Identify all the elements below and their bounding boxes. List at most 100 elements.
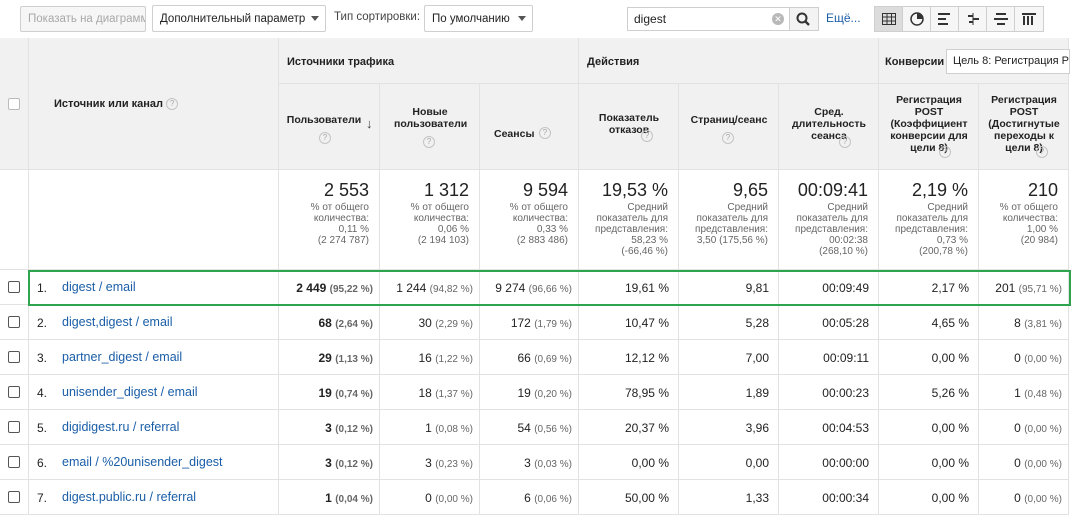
source-medium-link[interactable]: digest,digest / email <box>62 315 173 329</box>
help-icon[interactable]: ? <box>538 126 551 139</box>
source-medium-link[interactable]: unisender_digest / email <box>62 385 198 399</box>
total-completions: 210 % от общего количества: 1,00 % (20 984) <box>979 170 1069 270</box>
total-new-users-value: 1 312 <box>423 180 469 200</box>
advanced-filter-link[interactable]: Ещё... <box>826 11 861 25</box>
col-duration-header[interactable]: Сред. длительность сеанса ? <box>779 84 879 170</box>
view-comparison-button[interactable] <box>959 7 987 31</box>
view-pie-button[interactable] <box>903 7 931 31</box>
cell-new-users: 30 (2,29 %) <box>380 305 480 340</box>
cell-users: 3 (0,12 %) <box>279 445 380 480</box>
total-users-note: % от общего количества: 0,11 % (2 274 787) <box>310 202 369 246</box>
users-percent: (0,12 %) <box>335 459 373 470</box>
select-all-checkbox[interactable] <box>8 98 20 110</box>
sort-type-label: Тип сортировки: <box>334 11 421 23</box>
sessions-percent: (96,66 %) <box>528 284 572 295</box>
help-icon[interactable]: ? <box>319 132 331 144</box>
sessions-value: 54 <box>517 421 531 435</box>
total-pages-value: 9,65 <box>732 180 768 200</box>
clear-search-icon[interactable]: ✕ <box>772 13 784 25</box>
cell-bounce: 10,47 % <box>579 305 679 340</box>
cell-completions: 0 (0,00 %) <box>979 340 1069 375</box>
source-medium-link[interactable]: partner_digest / email <box>62 350 183 364</box>
conv-rate-value: 2,17 % <box>931 281 969 295</box>
row-checkbox[interactable] <box>8 421 20 433</box>
select-all-cell <box>0 38 29 170</box>
cell-duration: 00:05:28 <box>779 305 879 340</box>
help-icon[interactable]: ? <box>939 146 951 158</box>
sessions-value: 3 <box>524 456 531 470</box>
cell-duration: 00:00:34 <box>779 480 879 515</box>
row-index: 2. <box>37 316 48 330</box>
users-value: 3 <box>325 421 332 435</box>
col-users-header[interactable]: Пользователи ? ↓ <box>279 84 380 170</box>
row-checkbox-cell <box>0 340 29 375</box>
help-icon[interactable]: ? <box>641 130 653 142</box>
view-pivot-button[interactable] <box>1015 7 1043 31</box>
row-checkbox[interactable] <box>8 456 20 468</box>
total-duration-note: Средний показатель для представления: 00:02… <box>795 202 868 257</box>
cell-sessions: 66 (0,69 %) <box>480 340 579 375</box>
sort-type-dropdown[interactable]: По умолчанию <box>424 5 533 32</box>
col-new-users-header[interactable]: Новые пользователи ? <box>380 84 480 170</box>
help-icon[interactable]: ? <box>839 136 851 148</box>
cell-bounce: 50,00 % <box>579 480 679 515</box>
col-conv-rate-header[interactable]: Регистрация POST (Коэффициент конверсии … <box>879 84 979 170</box>
help-icon[interactable]: ? <box>1036 146 1048 158</box>
completions-percent: (0,00 %) <box>1024 354 1062 365</box>
report-toolbar: Показать на диаграмме Дополнительный пар… <box>0 0 1082 38</box>
sessions-value: 19 <box>517 386 531 400</box>
cell-completions: 0 (0,00 %) <box>979 480 1069 515</box>
help-icon[interactable]: ? <box>166 98 179 111</box>
cell-pages: 9,81 <box>679 270 779 305</box>
table-view-icon <box>881 13 896 25</box>
row-index: 3. <box>37 351 48 365</box>
view-switcher <box>874 6 1044 32</box>
source-medium-link[interactable]: digest / email <box>62 280 136 294</box>
new-users-percent: (94,82 %) <box>429 284 473 295</box>
new-users-percent: (0,08 %) <box>435 424 473 435</box>
cell-new-users: 3 (0,23 %) <box>380 445 480 480</box>
plot-rows-button[interactable]: Показать на диаграмме <box>20 6 146 32</box>
secondary-dimension-dropdown[interactable]: Дополнительный параметр <box>152 5 326 32</box>
bounce-value: 50,00 % <box>624 491 669 505</box>
view-term-cloud-button[interactable] <box>987 7 1015 31</box>
row-checkbox[interactable] <box>8 386 20 398</box>
col-completions-header[interactable]: Регистрация POST (Достигнутые переходы к… <box>979 84 1069 170</box>
view-table-button[interactable] <box>875 7 903 31</box>
view-performance-button[interactable] <box>931 7 959 31</box>
new-users-percent: (1,22 %) <box>435 354 473 365</box>
total-duration-value: 00:09:41 <box>797 180 868 200</box>
col-sessions-header[interactable]: Сеансы ? <box>480 84 579 170</box>
group-actions-label: Действия <box>587 56 640 68</box>
table-row-source: 6. email / %20unisender_digest <box>29 445 279 480</box>
help-icon[interactable]: ? <box>423 136 435 148</box>
cell-sessions: 172 (1,79 %) <box>480 305 579 340</box>
source-medium-label: Источник или канал <box>54 98 164 110</box>
source-medium-link[interactable]: digest.public.ru / referral <box>62 490 197 504</box>
row-checkbox[interactable] <box>8 491 20 503</box>
cell-duration: 00:09:11 <box>779 340 879 375</box>
source-medium-header[interactable]: Источник или канал ? <box>29 38 279 170</box>
row-index: 6. <box>37 456 48 470</box>
row-checkbox[interactable] <box>8 351 20 363</box>
cell-users: 2 449 (95,22 %) <box>279 270 380 305</box>
cell-conv-rate: 5,26 % <box>879 375 979 410</box>
sessions-value: 172 <box>510 316 531 330</box>
conv-rate-value: 5,26 % <box>931 386 969 400</box>
search-button[interactable] <box>789 7 819 31</box>
goal-select-dropdown[interactable]: Цель 8: Регистрация Р <box>946 49 1070 74</box>
row-checkbox[interactable] <box>8 281 20 293</box>
duration-value: 00:04:53 <box>822 421 869 435</box>
search-input[interactable]: digest ✕ <box>627 7 790 31</box>
cell-users: 68 (2,64 %) <box>279 305 380 340</box>
col-bounce-header[interactable]: Показатель отказов ? <box>579 84 679 170</box>
source-medium-link[interactable]: email / %20unisender_digest <box>62 455 223 469</box>
sessions-percent: (1,79 %) <box>534 319 572 330</box>
help-icon[interactable]: ? <box>722 132 734 144</box>
row-checkbox[interactable] <box>8 316 20 328</box>
col-pages-header[interactable]: Страниц/сеанс ? <box>679 84 779 170</box>
cell-users: 19 (0,74 %) <box>279 375 380 410</box>
total-sessions: 9 594 % от общего количества: 0,33 % (2 883… <box>480 170 579 270</box>
source-medium-link[interactable]: digidigest.ru / referral <box>62 420 180 434</box>
cell-conv-rate: 4,65 % <box>879 305 979 340</box>
